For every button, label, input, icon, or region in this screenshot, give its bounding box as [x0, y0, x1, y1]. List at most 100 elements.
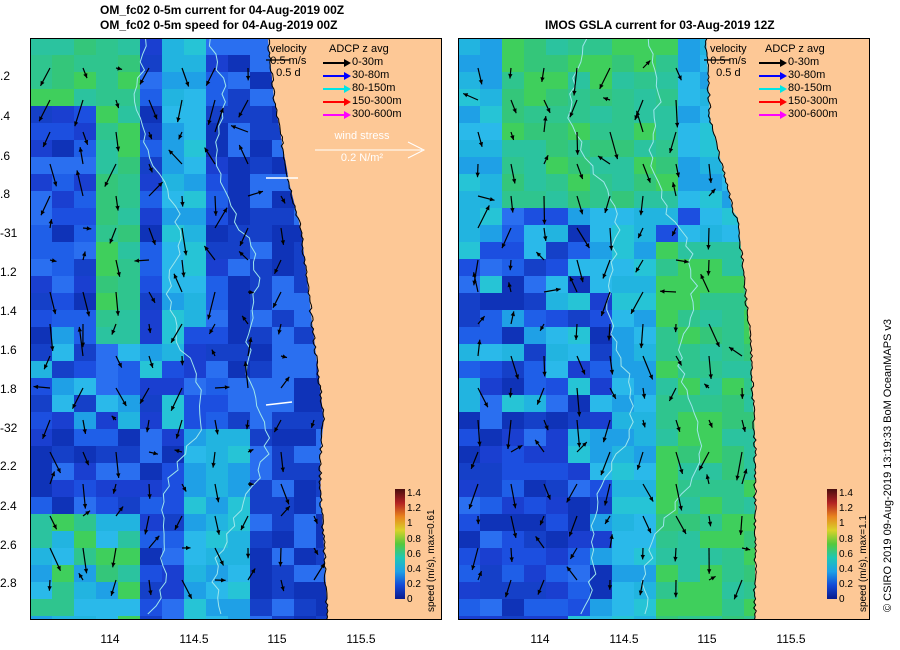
speed-cell — [52, 293, 75, 311]
speed-cell — [612, 599, 635, 617]
speed-cell — [52, 582, 75, 600]
speed-cell — [700, 276, 723, 294]
speed-cell — [656, 123, 679, 141]
colorbar-tick: 0.2 — [839, 579, 853, 591]
speed-cell — [524, 412, 547, 430]
speed-cell — [294, 327, 317, 345]
adcp-item: 30-80m — [323, 69, 402, 82]
current-arrow-head — [175, 433, 180, 439]
speed-cell — [634, 599, 657, 617]
speed-cell — [568, 548, 591, 566]
speed-cell — [162, 616, 185, 620]
speed-cell — [140, 123, 163, 141]
speed-cell — [74, 106, 97, 124]
speed-cell — [294, 463, 317, 481]
speed-cell — [30, 361, 53, 379]
speed-cell — [184, 378, 207, 396]
current-arrow-head — [115, 311, 120, 316]
current-arrow-head — [672, 231, 677, 236]
speed-cell — [612, 446, 635, 464]
current-arrow-head — [708, 422, 713, 428]
speed-cell — [140, 480, 163, 498]
speed-cell — [524, 514, 547, 532]
current-arrow-head — [186, 545, 191, 551]
speed-cell — [250, 55, 273, 73]
speed-cell — [568, 276, 591, 294]
speed-cell — [568, 140, 591, 158]
colorbar-tick: 0 — [839, 594, 845, 606]
speed-cell — [678, 344, 701, 362]
speed-cell — [52, 344, 75, 362]
current-arrow-head — [122, 401, 127, 406]
current-arrow-head — [510, 135, 515, 140]
speed-cell — [502, 38, 525, 56]
speed-cell — [480, 480, 503, 498]
speed-cell — [568, 412, 591, 430]
speed-cell — [74, 38, 97, 56]
speed-cell — [612, 582, 635, 600]
speed-cell — [458, 378, 481, 396]
speed-cell — [480, 276, 503, 294]
speed-cell — [118, 259, 141, 277]
speed-cell — [700, 208, 723, 226]
current-arrow-head — [704, 383, 710, 389]
current-arrow-head — [480, 316, 485, 321]
speed-cell — [74, 548, 97, 566]
current-arrow-head — [204, 147, 209, 153]
speed-cell — [228, 497, 251, 515]
current-arrow-head — [669, 148, 674, 153]
speed-cell — [546, 293, 569, 311]
speed-cell — [502, 514, 525, 532]
speed-cell — [228, 242, 251, 260]
speed-cell — [700, 157, 723, 175]
speed-cell — [250, 548, 273, 566]
speed-cell — [634, 616, 657, 620]
current-arrow-head — [274, 427, 279, 433]
current-arrow-head — [180, 360, 185, 366]
current-arrow-head — [109, 238, 114, 244]
current-arrow-head — [149, 362, 154, 368]
current-arrow-head — [569, 112, 574, 118]
speed-cell — [96, 208, 119, 226]
speed-cell — [30, 531, 53, 549]
speed-cell — [524, 191, 547, 209]
speed-cell — [206, 191, 229, 209]
current-arrow-head — [468, 504, 473, 509]
current-arrow-head — [187, 593, 192, 599]
speed-cell — [118, 293, 141, 311]
speed-cell — [568, 446, 591, 464]
speed-cell — [656, 208, 679, 226]
y-tick-label: 1.6 — [0, 343, 17, 357]
current-arrow-head — [171, 337, 176, 343]
speed-cell — [458, 55, 481, 73]
current-arrow-head — [639, 210, 644, 216]
speed-cell — [118, 123, 141, 141]
x-tick-label: 114.5 — [609, 632, 639, 646]
speed-cell — [678, 191, 701, 209]
speed-cell — [250, 582, 273, 600]
current-arrow-head — [700, 274, 705, 280]
current-arrow-head — [111, 415, 117, 421]
speed-cell — [612, 276, 635, 294]
current-arrow-head — [605, 519, 610, 524]
speed-cell — [722, 548, 745, 566]
current-arrow-head — [609, 369, 614, 375]
speed-cell — [30, 582, 53, 600]
speed-cell — [722, 276, 745, 294]
speed-cell — [74, 157, 97, 175]
speed-cell — [96, 293, 119, 311]
speed-cell — [634, 446, 657, 464]
current-arrow-head — [72, 403, 77, 409]
colorbar-tick: 0.8 — [839, 533, 853, 545]
speed-cell — [590, 276, 613, 294]
speed-cell — [634, 242, 657, 260]
speed-cell — [140, 361, 163, 379]
speed-cell — [634, 378, 657, 396]
speed-cell — [546, 327, 569, 345]
current-arrow-head — [715, 341, 720, 347]
current-arrow-head — [214, 429, 219, 435]
speed-cell — [656, 463, 679, 481]
velocity-duration: 0.5 d — [276, 67, 301, 79]
current-arrow-head — [517, 445, 523, 450]
current-arrow-head — [115, 205, 120, 211]
